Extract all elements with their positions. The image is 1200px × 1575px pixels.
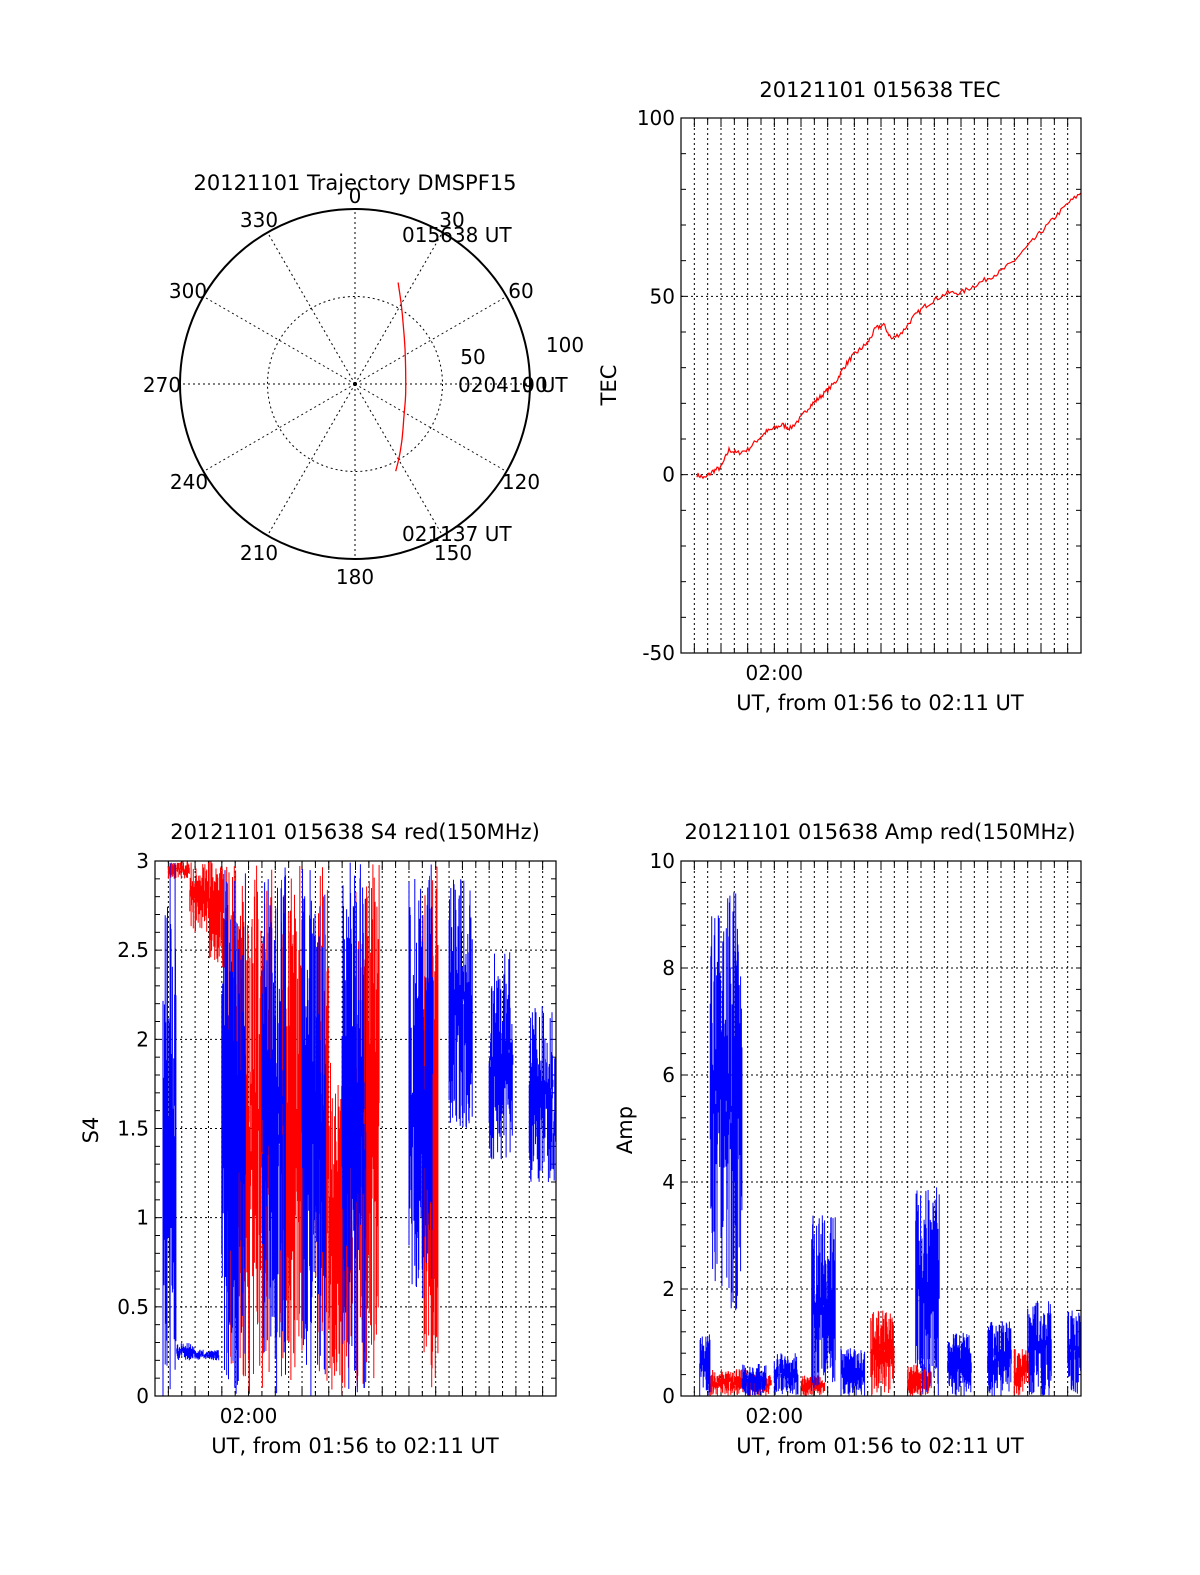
azimuth-label: 120 — [502, 470, 540, 494]
tec-title: 20121101 015638 TEC — [759, 78, 1000, 102]
polar-center — [353, 382, 357, 386]
y-tick-label: 6 — [662, 1063, 675, 1087]
trajectory-panel: 20121101 Trajectory DMSPF15 100 50 01563… — [143, 171, 584, 589]
y-tick-label: 4 — [662, 1170, 675, 1194]
polar-spoke — [267, 383, 356, 536]
amp-ylabel: Amp — [613, 1106, 637, 1154]
x-tick-label: 02:00 — [746, 1404, 804, 1428]
tec-plot-frame — [680, 117, 1082, 654]
polar-spoke — [354, 383, 507, 472]
polar-inner-circle — [267, 296, 443, 472]
y-tick-label: 8 — [662, 956, 675, 980]
azimuth-label: 0 — [349, 184, 362, 208]
y-tick-label: 0 — [662, 1384, 675, 1408]
y-tick-label: 1.5 — [117, 1117, 149, 1141]
y-tick-label: 100 — [637, 106, 675, 130]
y-tick-label: 0 — [136, 1384, 149, 1408]
y-tick-label: 50 — [650, 284, 675, 308]
s4-series-1 — [162, 862, 557, 1396]
azimuth-label: 210 — [240, 541, 278, 565]
tec-xlabel: UT, from 01:56 to 02:11 UT — [736, 691, 1024, 715]
tec-ylabel: TEC — [597, 365, 621, 407]
trajectory-title: 20121101 Trajectory DMSPF15 — [193, 171, 516, 195]
s4-panel: 20121101 015638 S4 red(150MHz) UT, from … — [79, 820, 557, 1458]
y-tick-label: 2.5 — [117, 938, 149, 962]
s4-xlabel: UT, from 01:56 to 02:11 UT — [211, 1434, 499, 1458]
polar-outer-circle — [179, 208, 531, 560]
azimuth-label: 330 — [240, 208, 278, 232]
azimuth-label: 30 — [439, 208, 464, 232]
trajectory-track — [395, 282, 407, 472]
x-tick-label: 02:00 — [746, 661, 804, 685]
polar-spoke — [267, 232, 356, 385]
s4-ylabel: S4 — [79, 1117, 103, 1144]
y-tick-label: 0 — [662, 463, 675, 487]
polar-spoke — [354, 296, 507, 385]
azimuth-label: 300 — [169, 279, 207, 303]
y-tick-label: 2 — [662, 1277, 675, 1301]
tec-panel: 20121101 015638 TEC UT, from 01:56 to 02… — [597, 78, 1082, 715]
amp-series-1 — [699, 892, 1082, 1396]
azimuth-label: 180 — [336, 565, 374, 589]
polar-spoke — [354, 232, 443, 385]
y-tick-label: 3 — [136, 849, 149, 873]
x-tick-label: 02:00 — [220, 1404, 278, 1428]
y-tick-label: 1 — [136, 1206, 149, 1230]
radial-label-50: 50 — [460, 345, 485, 369]
azimuth-label: 60 — [508, 279, 533, 303]
azimuth-label: 150 — [434, 541, 472, 565]
amp-plot-frame — [680, 860, 1082, 1397]
track-mid-label: 020410 UT — [458, 373, 568, 397]
polar-spoke — [203, 383, 356, 472]
s4-plot-frame — [154, 860, 557, 1397]
y-tick-label: 0.5 — [117, 1295, 149, 1319]
azimuth-label: 240 — [170, 470, 208, 494]
s4-title: 20121101 015638 S4 red(150MHz) — [170, 820, 540, 844]
y-tick-label: -50 — [642, 641, 675, 665]
azimuth-label: 90 — [522, 373, 547, 397]
radial-label-100: 100 — [546, 333, 584, 357]
amp-panel: 20121101 015638 Amp red(150MHz) UT, from… — [613, 820, 1082, 1458]
polar-spoke — [354, 383, 443, 536]
azimuth-label: 270 — [143, 373, 181, 397]
y-tick-label: 2 — [136, 1027, 149, 1051]
tec-series-line — [696, 192, 1082, 480]
amp-title: 20121101 015638 Amp red(150MHz) — [684, 820, 1075, 844]
polar-spoke — [203, 296, 356, 385]
amp-xlabel: UT, from 01:56 to 02:11 UT — [736, 1434, 1024, 1458]
y-tick-label: 10 — [650, 849, 675, 873]
